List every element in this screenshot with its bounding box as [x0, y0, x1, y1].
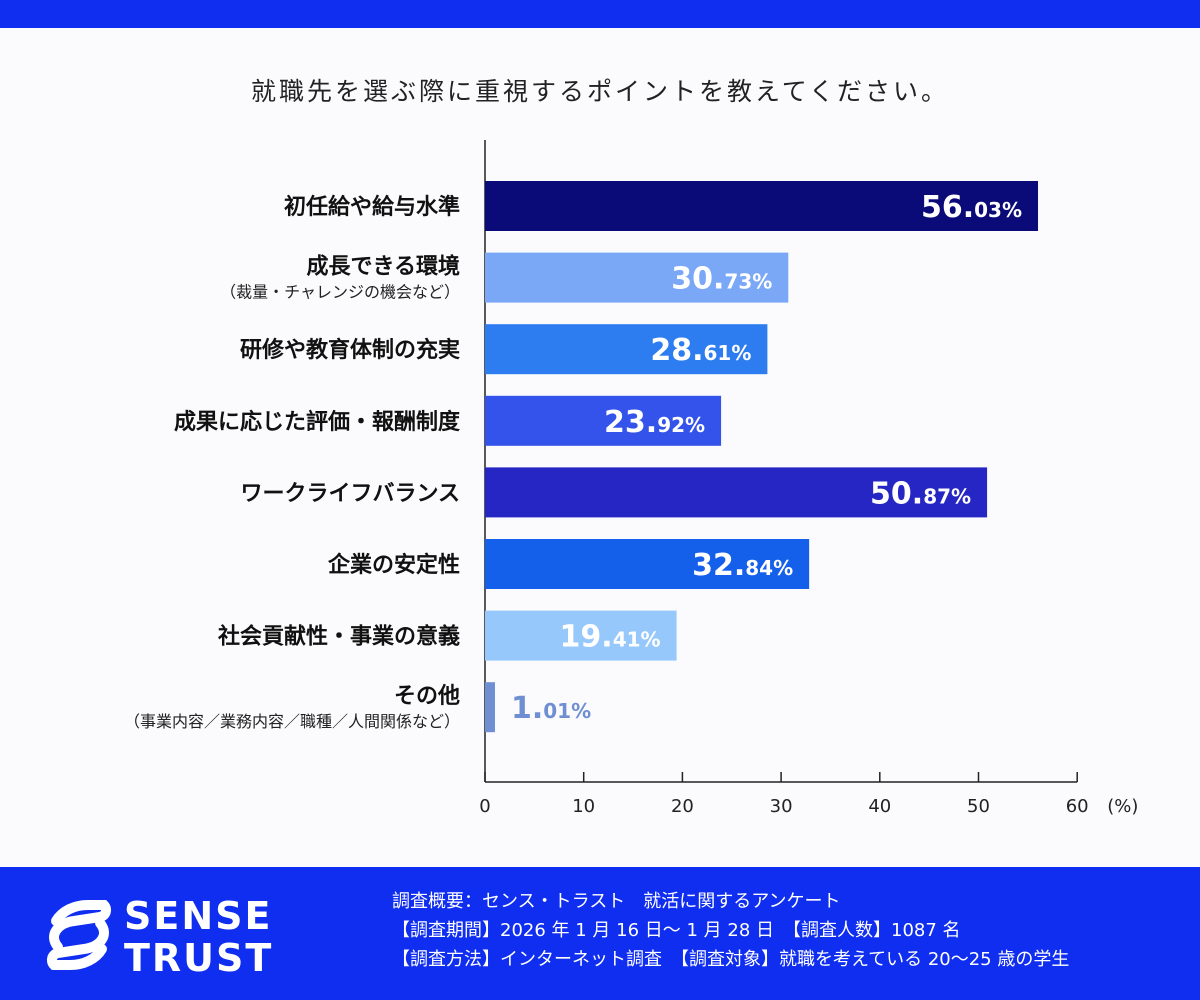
brand-name: SENSE TRUST — [124, 895, 273, 979]
value-label-integer: 1. — [511, 691, 543, 726]
value-label-integer: 32. — [692, 548, 745, 583]
bar — [485, 682, 495, 733]
category-label: ワークライフバランス — [240, 481, 460, 506]
value-label-integer: 19. — [560, 620, 613, 655]
value-label: 32.84% — [692, 548, 793, 583]
category-label: 初任給や給与水準 — [284, 194, 460, 220]
x-tick-label: 30 — [770, 796, 793, 817]
value-label: 56.03% — [921, 190, 1022, 225]
x-tick-label: 0 — [479, 796, 490, 817]
value-label-decimal: 92% — [657, 413, 705, 437]
x-tick-label: 60 — [1066, 796, 1089, 817]
value-label-integer: 30. — [671, 262, 724, 297]
bar — [485, 181, 1039, 231]
category-sublabel: （事業内容／業務内容／職種／人間関係など） — [124, 712, 460, 731]
value-label: 50.87% — [870, 476, 971, 511]
value-label-integer: 23. — [604, 405, 657, 440]
value-label: 19.41% — [560, 620, 661, 655]
survey-overview: 調査概要：センス・トラスト 就活に関するアンケート — [392, 891, 841, 912]
survey-meta: 調査概要：センス・トラスト 就活に関するアンケート 【調査期間】2026 年 1… — [392, 887, 1069, 974]
bar — [485, 467, 988, 518]
x-axis-unit: (%) — [1107, 796, 1138, 817]
value-label: 1.01% — [511, 691, 591, 726]
value-label-decimal: 41% — [613, 628, 661, 652]
bar — [485, 610, 677, 661]
category-sublabel: （裁量・チャレンジの機会など） — [220, 283, 460, 302]
value-label-integer: 28. — [650, 333, 703, 368]
value-label: 23.92% — [604, 405, 705, 440]
chart-title: 就職先を選ぶ際に重視するポイントを教えてください。 — [250, 77, 949, 106]
category-label: 研修や教育体制の充実 — [240, 337, 460, 363]
x-tick-label: 50 — [967, 796, 990, 817]
brand-line-2: TRUST — [124, 936, 274, 980]
value-label: 30.73% — [671, 262, 772, 297]
value-label-decimal: 01% — [543, 699, 591, 723]
x-tick-label: 10 — [572, 796, 595, 817]
bar — [485, 324, 768, 375]
survey-method: 【調査方法】インターネット調査 【調査対象】就職を考えている 20〜25 歳の学… — [392, 949, 1070, 970]
category-label: 企業の安定性 — [327, 552, 460, 578]
bar — [485, 252, 789, 303]
brand-line-1: SENSE — [124, 894, 273, 938]
value-label-decimal: 61% — [704, 341, 752, 365]
category-label: 成果に応じた評価・報酬制度 — [174, 409, 461, 435]
category-label: その他 — [394, 684, 460, 709]
value-label-integer: 56. — [921, 190, 974, 225]
top-band — [0, 0, 1200, 28]
value-label-decimal: 03% — [974, 198, 1022, 222]
value-label-decimal: 87% — [923, 484, 971, 508]
bar — [485, 539, 810, 589]
survey-period: 【調査期間】2026 年 1 月 16 日〜 1 月 28 日 【調査人数】10… — [392, 920, 961, 941]
category-label: 成長できる環境 — [306, 254, 460, 280]
bar — [485, 395, 722, 446]
x-tick-label: 20 — [671, 796, 694, 817]
value-label-decimal: 73% — [724, 270, 772, 294]
x-tick-label: 40 — [868, 796, 891, 817]
value-label: 28.61% — [650, 333, 751, 368]
footer: SENSE TRUST 調査概要：センス・トラスト 就活に関するアンケート 【調… — [0, 867, 1200, 1000]
category-label: 社会貢献性・事業の意義 — [218, 624, 460, 650]
bar-chart: 0 10 20 30 40 50 60 (%) 初任給や給与水準 56.03% 成長できる環境 （裁量… — [124, 140, 1138, 817]
value-label-decimal: 84% — [745, 556, 793, 580]
sense-trust-logo-icon — [46, 900, 112, 970]
value-label-integer: 50. — [870, 476, 923, 511]
